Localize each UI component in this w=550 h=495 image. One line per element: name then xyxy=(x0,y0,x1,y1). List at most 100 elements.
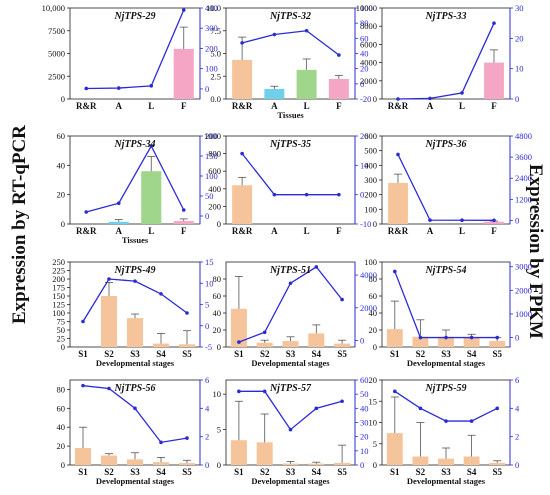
panel-title: NjTPS-57 xyxy=(269,383,312,394)
fpkm-point xyxy=(340,297,344,302)
fpkm-line xyxy=(238,390,343,431)
panel-title: NjTPS-29 xyxy=(113,11,155,22)
x-tick-label: R&R xyxy=(388,101,409,111)
x-tick-label: S3 xyxy=(130,467,140,477)
panel-njtps-56: 0 20 40 60 80 0 2 4 6 S1 S2 S3 S4 S5 Developmental sta… xyxy=(57,375,211,486)
y2-tick-label: 40 xyxy=(360,49,369,59)
x-tick-label: S1 xyxy=(234,349,244,359)
x-tick-label: F xyxy=(491,226,497,236)
panel-njtps-36: 0 100 200 300 400 500 600 0 1200 2400 3600 4800 R&R A… xyxy=(364,131,532,236)
y-tick-label: 0 xyxy=(61,460,65,470)
y-tick-label: 10,000 xyxy=(42,3,65,13)
fpkm-point xyxy=(237,340,241,344)
fpkm-line xyxy=(86,9,185,90)
bar xyxy=(438,336,454,347)
y2-tick-label: 200 xyxy=(205,43,218,53)
fpkm-point xyxy=(272,32,277,37)
y-tick-label: 200 xyxy=(208,201,221,211)
y2-tick-label: 6 xyxy=(205,375,209,385)
x-tick-label: F xyxy=(336,101,342,111)
x-tick-label: S5 xyxy=(182,467,192,477)
y2-tick-label: -20 xyxy=(360,94,371,104)
fpkm-point xyxy=(116,201,121,205)
x-tick-label: S4 xyxy=(467,467,477,477)
fpkm-line xyxy=(394,271,498,339)
panel-njtps-32: 0.0 2.5 5.0 7.5 10.0 -20 0 20 40 60 80 100 R&R A L F Tis… xyxy=(206,3,373,120)
x-tick-label: F xyxy=(336,226,342,236)
fpkm-line xyxy=(394,390,498,422)
y2-tick-label: 0 xyxy=(515,460,519,470)
bar xyxy=(152,343,170,347)
panel-title: NjTPS-56 xyxy=(113,383,155,394)
y2-tick-label: 20 xyxy=(360,432,369,442)
y-tick-label: 400 xyxy=(364,160,377,170)
fpkm-point xyxy=(460,91,464,95)
fpkm-point xyxy=(337,192,341,197)
y2-tick-label: 4 xyxy=(205,403,210,413)
y-tick-label: 0 xyxy=(217,460,221,470)
bar xyxy=(388,182,408,224)
y2-tick-label: 15 xyxy=(205,257,214,267)
fpkm-point xyxy=(469,419,474,423)
bar xyxy=(100,296,118,347)
x-axis-label: Tissues xyxy=(277,110,304,120)
y-tick-label: 5.0 xyxy=(210,49,221,59)
fpkm-point xyxy=(185,311,189,315)
bar xyxy=(484,221,504,224)
bar xyxy=(334,343,351,347)
bar xyxy=(282,463,299,465)
y2-tick-label: 0 xyxy=(205,211,209,221)
y-tick-label: 20 xyxy=(57,190,66,200)
bar xyxy=(108,221,129,224)
bar xyxy=(178,463,196,465)
x-tick-label: S5 xyxy=(182,349,192,359)
y-tick-label: 7500 xyxy=(48,26,65,36)
fpkm-point xyxy=(185,436,189,440)
y-tick-label: 1000 xyxy=(204,131,221,141)
fpkm-point xyxy=(107,277,111,281)
x-tick-label: S4 xyxy=(467,349,477,359)
fpkm-point xyxy=(495,335,500,340)
y2-tick-label: 50 xyxy=(360,389,369,399)
x-axis-label: Developmental stages xyxy=(96,476,175,486)
fpkm-point xyxy=(428,96,432,101)
bar xyxy=(489,462,506,465)
y-tick-label: 250 xyxy=(52,257,65,267)
y-tick-label: 80 xyxy=(213,274,222,284)
x-tick-label: S5 xyxy=(337,467,347,477)
x-tick-label: S4 xyxy=(156,467,166,477)
y2-tick-label: 10 xyxy=(360,160,369,170)
y-tick-label: 600 xyxy=(208,166,221,176)
y-tick-label: 400 xyxy=(208,184,221,194)
y2-tick-label: 60 xyxy=(360,375,369,385)
y-tick-label: 300 xyxy=(364,175,377,185)
fpkm-point xyxy=(272,192,277,197)
fpkm-point xyxy=(159,440,163,445)
y2-tick-label: 0 xyxy=(360,190,364,200)
x-tick-label: S5 xyxy=(492,467,502,477)
fpkm-point xyxy=(304,28,309,33)
y2-tick-label: 0 xyxy=(205,321,209,331)
y2-tick-label: 3600 xyxy=(515,152,532,162)
y-tick-label: 60 xyxy=(57,131,66,141)
bar xyxy=(412,336,429,347)
fpkm-point xyxy=(159,292,163,296)
fpkm-point xyxy=(314,406,319,411)
bar xyxy=(489,341,506,347)
y2-tick-label: 0 xyxy=(515,333,519,343)
y-tick-label: 150 xyxy=(52,291,65,301)
fpkm-point xyxy=(81,383,85,388)
x-tick-label: F xyxy=(491,101,497,111)
bar xyxy=(296,69,317,99)
x-tick-label: A xyxy=(116,226,123,236)
y2-tick-label: 1000 xyxy=(515,309,532,319)
x-tick-label: S3 xyxy=(441,349,451,359)
y2-tick-label: 20 xyxy=(515,33,524,43)
y2-tick-label: 200 xyxy=(205,131,218,141)
x-tick-label: A xyxy=(427,101,434,111)
y2-tick-label: 4000 xyxy=(360,270,377,280)
y-tick-label: 10.0 xyxy=(206,3,221,13)
fpkm-point xyxy=(84,210,89,214)
x-axis-label: Developmental stages xyxy=(251,358,330,368)
y-tick-label: 0.0 xyxy=(210,94,221,104)
